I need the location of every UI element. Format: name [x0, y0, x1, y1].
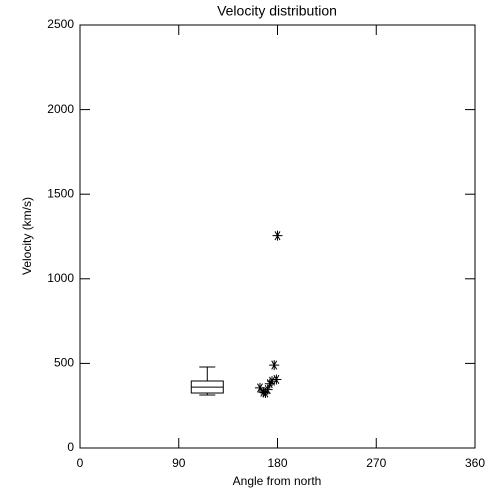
x-tick-label: 0	[77, 456, 84, 470]
y-tick-label: 2000	[47, 102, 74, 116]
chart-title: Velocity distribution	[217, 3, 337, 19]
point	[271, 374, 282, 385]
x-tick-label: 90	[172, 456, 186, 470]
x-tick-label: 270	[366, 456, 386, 470]
point	[264, 378, 275, 389]
point	[262, 384, 273, 395]
y-tick-label: 500	[54, 356, 74, 370]
y-tick-label: 1500	[47, 186, 74, 200]
y-axis-label: Velocity (km/s)	[20, 197, 34, 275]
x-axis-label: Angle from north	[233, 474, 322, 488]
point	[272, 230, 283, 241]
y-tick-label: 1000	[47, 271, 74, 285]
x-tick-label: 360	[465, 456, 485, 470]
point	[267, 376, 278, 387]
y-tick-label: 0	[67, 440, 74, 454]
point	[269, 360, 280, 371]
point	[258, 387, 269, 398]
point	[254, 382, 265, 393]
x-tick-label: 180	[267, 456, 287, 470]
y-tick-label: 2500	[47, 17, 74, 31]
